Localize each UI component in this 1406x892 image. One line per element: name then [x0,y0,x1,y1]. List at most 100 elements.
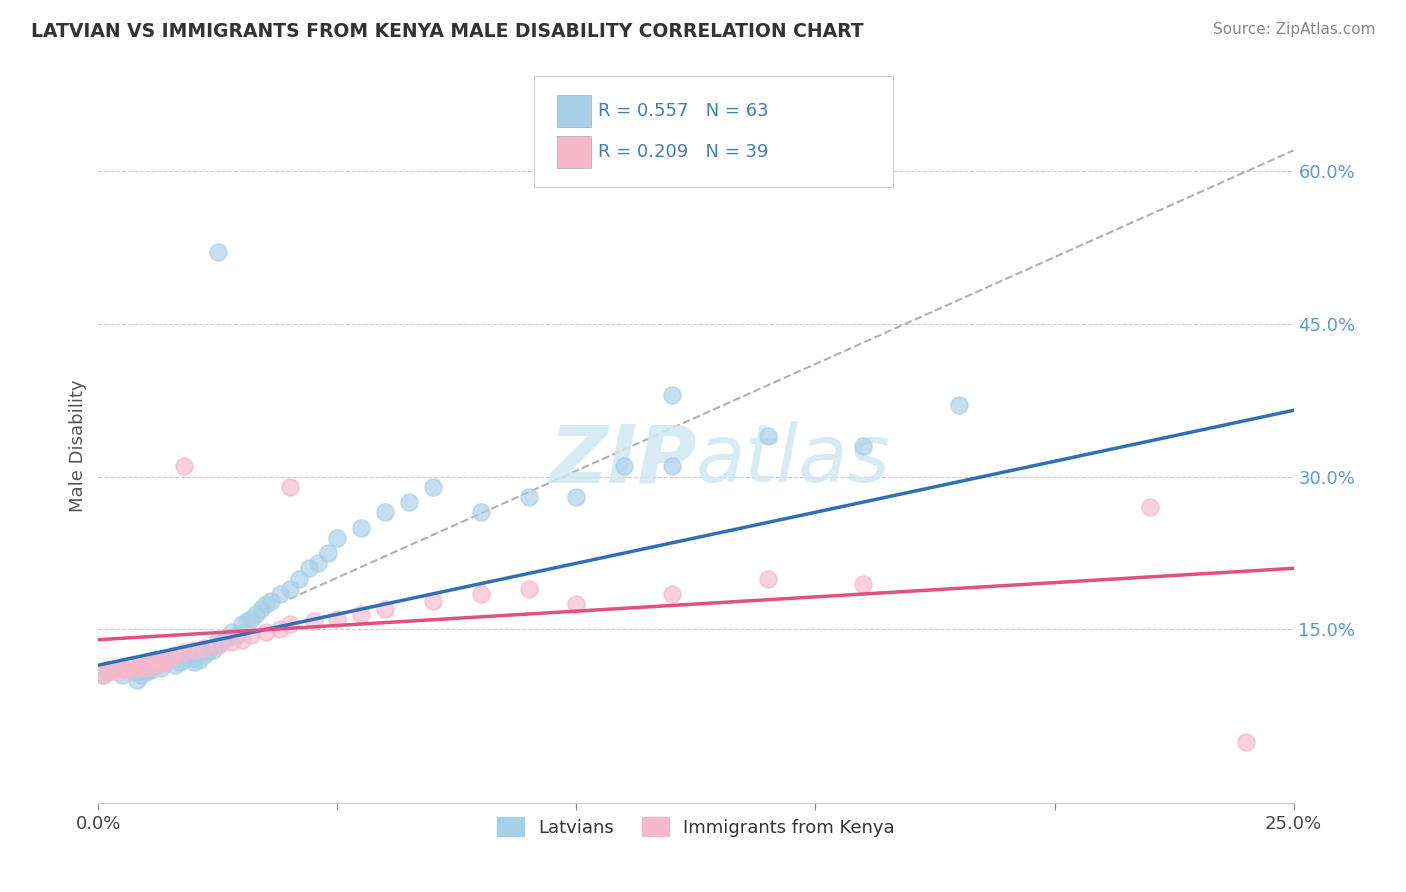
Point [245,607,267,622]
Point [517,582,540,596]
Point [149,661,172,675]
Point [131,658,153,673]
Legend: Latvians, Immigrants from Kenya: Latvians, Immigrants from Kenya [489,810,903,844]
Point [121,658,143,673]
Point [852,439,875,453]
Point [231,617,253,632]
Point [193,643,215,657]
Point [145,658,167,673]
Point [374,505,396,519]
Y-axis label: Male Disability: Male Disability [69,380,87,512]
Point [254,597,277,611]
Point [131,663,153,677]
Point [125,665,148,680]
Point [422,480,444,494]
Point [278,617,301,632]
Point [159,651,181,665]
Point [155,655,177,669]
Point [173,459,195,474]
Point [269,587,291,601]
Point [756,572,779,586]
Text: Source: ZipAtlas.com: Source: ZipAtlas.com [1212,22,1375,37]
Point [135,661,157,675]
Point [207,245,229,260]
Point [374,602,396,616]
Point [565,597,588,611]
Point [139,655,162,669]
Point [259,594,281,608]
Point [240,612,263,626]
Point [97,663,120,677]
Point [197,645,219,659]
Point [269,623,291,637]
Point [302,615,325,629]
Point [565,490,588,504]
Point [240,627,263,641]
Point [661,459,683,474]
Point [221,624,243,639]
Point [470,505,492,519]
Point [852,576,875,591]
Point [470,587,492,601]
Point [183,643,205,657]
Point [107,665,129,680]
Point [135,658,157,673]
Point [613,459,636,474]
Point [278,582,301,596]
Point [91,668,114,682]
Point [111,661,134,675]
Point [187,653,209,667]
Point [1234,734,1257,748]
Point [235,615,257,629]
Text: atlas: atlas [696,421,891,500]
Point [221,634,243,648]
Point [173,653,195,667]
Point [350,607,373,622]
Point [661,587,683,601]
Point [298,561,321,575]
Point [398,495,420,509]
Point [661,388,683,402]
Point [149,653,172,667]
Point [111,661,134,675]
Point [183,655,205,669]
Point [193,648,215,662]
Point [948,398,970,412]
Point [145,653,167,667]
Point [135,663,157,677]
Point [254,624,277,639]
Point [211,634,233,648]
Point [179,648,201,662]
Point [183,651,205,665]
Point [207,638,229,652]
Point [226,627,249,641]
Point [91,668,114,682]
Text: LATVIAN VS IMMIGRANTS FROM KENYA MALE DISABILITY CORRELATION CHART: LATVIAN VS IMMIGRANTS FROM KENYA MALE DI… [31,22,863,41]
Point [111,668,134,682]
Point [422,594,444,608]
Point [155,655,177,669]
Point [193,640,215,655]
Point [101,663,124,677]
Point [231,632,253,647]
Point [135,665,157,680]
Point [326,531,349,545]
Point [125,661,148,675]
Point [139,663,162,677]
Point [207,638,229,652]
Point [159,651,181,665]
Point [97,665,120,680]
Point [163,658,186,673]
Point [288,572,311,586]
Point [131,661,153,675]
Point [250,602,273,616]
Text: R = 0.209   N = 39: R = 0.209 N = 39 [598,143,768,161]
Point [278,480,301,494]
Point [125,673,148,688]
Point [115,663,138,677]
Point [756,429,779,443]
Point [163,648,186,662]
Point [326,612,349,626]
Point [139,655,162,669]
Point [1139,500,1161,515]
